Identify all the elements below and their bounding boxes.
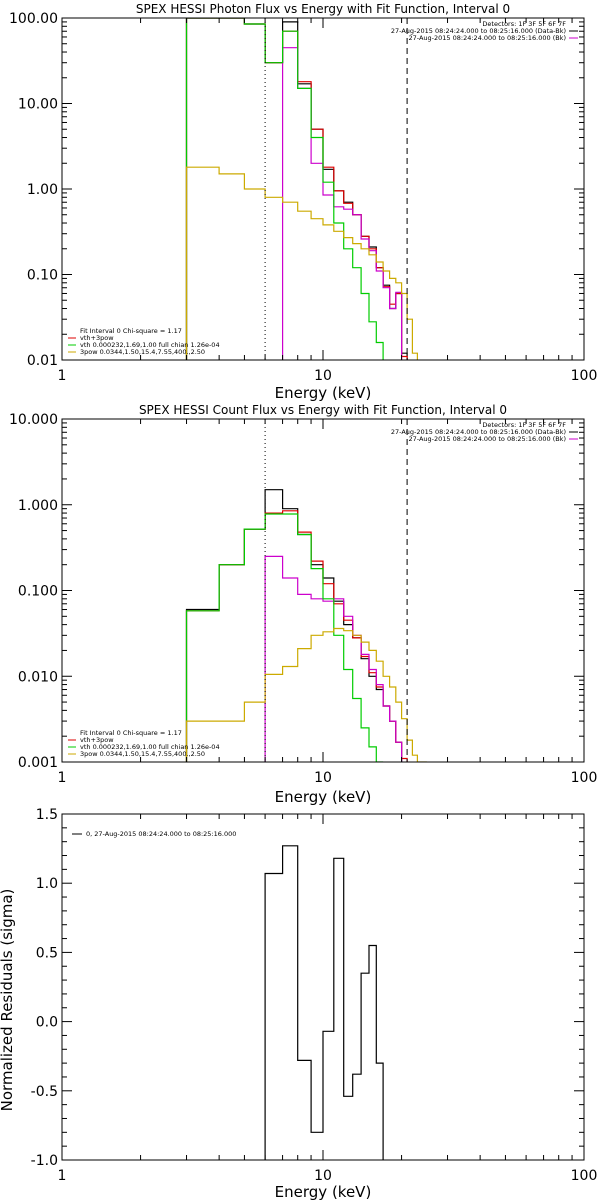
y-tick-label: 1.00 xyxy=(27,182,58,198)
series-3-0-27-aug-2015-08-24-24-000-to-08-25-16-000 xyxy=(264,845,384,1160)
legend-bottom-left-entry: 3pow 0.0344,1.50,15.4,7.55,400.,2.50 xyxy=(80,348,205,356)
legend-bottom-left-entry: Fit Interval 0 Chi-square = 1.17 xyxy=(80,327,182,335)
y-tick-label: 0.001 xyxy=(18,755,58,771)
y-tick-label: 1.5 xyxy=(36,807,58,823)
legend-top-left-entry: 0, 27-Aug-2015 08:24:24.000 to 08:25:16.… xyxy=(86,830,236,838)
series-1-3pow xyxy=(185,166,418,360)
residuals-plot: 1 10 100 -1.0 -0.5 0.0 0.5 1.0 1.5 0, 27-Aug-2015… xyxy=(31,807,598,1184)
y-tick-label: 0.010 xyxy=(18,669,58,685)
panel-residuals: 1 10 100 -1.0 -0.5 0.0 0.5 1.0 1.5 0, 27-Aug-2015… xyxy=(0,807,597,1200)
y-tick-label: 1.000 xyxy=(18,498,58,514)
legend-bottom-left-entry: vth+3pow xyxy=(80,334,114,342)
photon-flux-title: SPEX HESSI Photon Flux vs Energy with Fi… xyxy=(136,2,510,16)
x-tick-label: 1 xyxy=(58,368,67,384)
legend-bottom-left-entry: vth 0.000232,1.69,1.00 full chian 1.26e-… xyxy=(80,743,220,751)
series-group xyxy=(185,489,427,762)
x-tick-label: 10 xyxy=(314,368,332,384)
x-tick-label: 1 xyxy=(58,1168,67,1184)
panel-count-flux: SPEX HESSI Count Flux vs Energy with Fit… xyxy=(9,403,597,806)
y-tick-label: 0.10 xyxy=(27,268,58,284)
x-tick-label: 1 xyxy=(58,770,67,786)
legend-bottom-left-entry: 3pow 0.0344,1.50,15.4,7.55,400.,2.50 xyxy=(80,750,205,758)
residuals-y-axis-label: Normalized Residuals (sigma) xyxy=(0,889,16,1112)
legend-top-right-entry: Detectors: 1F 3F 5F 6F 7F xyxy=(482,20,566,28)
series-2-vth xyxy=(185,513,384,762)
series-1-vth xyxy=(185,18,384,360)
legend-top-right-entry: 27-Aug-2015 08:24:24.000 to 08:25:16.000… xyxy=(391,428,566,436)
series-2-bk xyxy=(264,555,403,762)
y-tick-label: 0.100 xyxy=(18,584,58,600)
legend-top-right-entry: 27-Aug-2015 08:24:24.000 to 08:25:16.000… xyxy=(409,34,566,42)
y-tick-label: 0.0 xyxy=(36,1015,58,1031)
legend-top-right-entry: 27-Aug-2015 08:24:24.000 to 08:25:16.000… xyxy=(391,27,566,35)
legend-top-right-entry: 27-Aug-2015 08:24:24.000 to 08:25:16.000… xyxy=(409,435,566,443)
y-tick-label: 10.000 xyxy=(9,412,58,428)
x-tick-label: 100 xyxy=(571,770,598,786)
y-tick-label: 100.00 xyxy=(9,11,58,27)
x-tick-label: 10 xyxy=(314,1168,332,1184)
series-2-3pow xyxy=(185,627,427,762)
count-flux-title: SPEX HESSI Count Flux vs Energy with Fit… xyxy=(139,403,507,417)
y-tick-label: -0.5 xyxy=(31,1084,58,1100)
x-tick-label: 10 xyxy=(314,770,332,786)
count-flux-plot: 1 10 100 0.001 0.010 0.100 1.000 10.000 Detector… xyxy=(9,412,597,786)
panel-photon-flux: SPEX HESSI Photon Flux vs Energy with Fi… xyxy=(9,2,597,402)
y-tick-label: 0.5 xyxy=(36,945,58,961)
y-tick-label: -1.0 xyxy=(31,1153,58,1169)
legend-top-right-entry: Detectors: 1F 3F 5F 6F 7F xyxy=(482,421,566,429)
legend-bottom-left-entry: Fit Interval 0 Chi-square = 1.17 xyxy=(80,729,182,737)
series-group xyxy=(185,18,418,360)
residuals-x-axis-label: Energy (keV) xyxy=(275,1183,372,1200)
count-flux-x-axis-label: Energy (keV) xyxy=(275,788,372,806)
y-tick-label: 10.00 xyxy=(18,97,58,113)
y-tick-label: 1.0 xyxy=(36,876,58,892)
legend-bottom-left-entry: vth+3pow xyxy=(80,736,114,744)
x-tick-label: 100 xyxy=(571,368,598,384)
legend-bottom-left-entry: vth 0.000232,1.69,1.00 full chian 1.26e-… xyxy=(80,341,220,349)
y-tick-label: 0.01 xyxy=(27,353,58,369)
series-group xyxy=(264,845,384,1160)
photon-flux-x-axis-label: Energy (keV) xyxy=(275,384,372,402)
x-tick-label: 100 xyxy=(571,1168,598,1184)
photon-flux-plot: 1 10 100 0.01 0.10 1.00 10.00 100.00 Detectors: … xyxy=(9,11,597,384)
